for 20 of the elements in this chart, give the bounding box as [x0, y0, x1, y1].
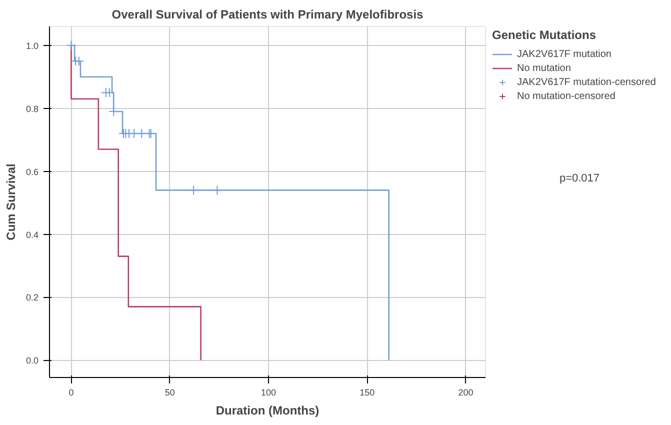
y-tick-label: 0.6	[26, 166, 39, 177]
y-tick-label: 0.8	[26, 104, 39, 114]
x-tick-label: 50	[164, 388, 175, 398]
y-axis-title: Cum Survival	[4, 164, 18, 240]
y-tick-label: 0.0	[26, 356, 39, 366]
x-tick-label: 0	[68, 388, 74, 398]
chart-title: Overall Survival of Patients with Primary Myelofibrosis	[112, 8, 424, 22]
y-tick-label: 0.2	[26, 292, 39, 303]
x-tick-label: 150	[360, 388, 375, 398]
x-tick-label: 100	[260, 388, 276, 398]
y-tick-label: 0.4	[26, 230, 39, 240]
legend-title: Genetic Mutations	[492, 28, 598, 42]
text: p=0.017	[559, 172, 600, 184]
legend-label: No mutation	[517, 62, 571, 75]
x-axis-title: Duration (Months)	[216, 404, 320, 418]
legend-label: JAK2V617F mutation-censored	[517, 76, 656, 89]
x-tick-label: 200	[458, 388, 474, 398]
legend-label: No mutation-censored	[517, 90, 616, 103]
y-tick-label: 1.0	[26, 40, 39, 51]
legend-label: JAK2V617F mutation	[517, 48, 612, 61]
